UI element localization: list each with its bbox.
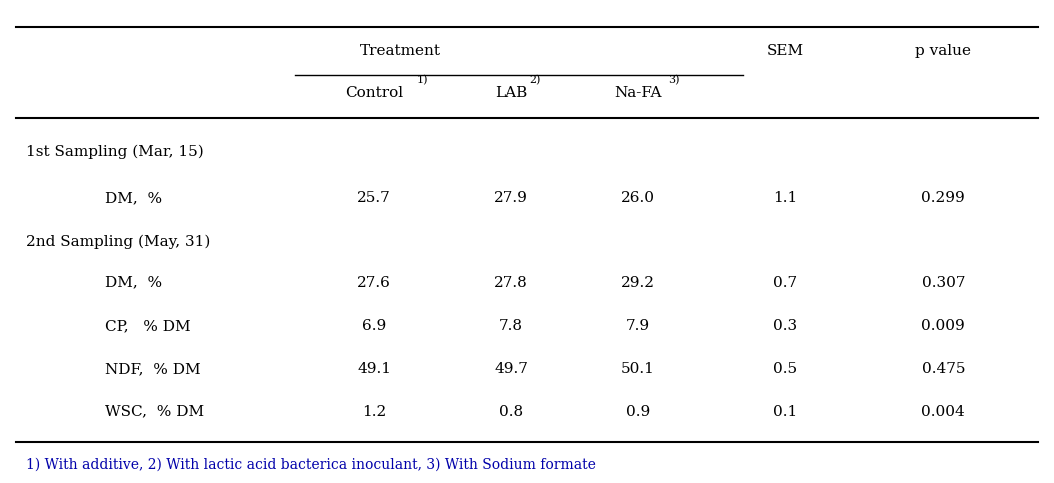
Text: 0.009: 0.009: [921, 319, 965, 333]
Text: 3): 3): [668, 75, 680, 85]
Text: 27.9: 27.9: [494, 191, 528, 205]
Text: 1) With additive, 2) With lactic acid bacterica inoculant, 3) With Sodium format: 1) With additive, 2) With lactic acid ba…: [26, 458, 597, 471]
Text: 7.9: 7.9: [626, 319, 649, 333]
Text: 7.8: 7.8: [500, 319, 523, 333]
Text: Na-FA: Na-FA: [613, 85, 662, 99]
Text: 0.8: 0.8: [500, 405, 523, 418]
Text: DM,  %: DM, %: [105, 276, 162, 289]
Text: 26.0: 26.0: [621, 191, 655, 205]
Text: NDF,  % DM: NDF, % DM: [105, 363, 201, 376]
Text: 0.307: 0.307: [921, 276, 965, 289]
Text: 0.1: 0.1: [773, 405, 798, 418]
Text: LAB: LAB: [495, 85, 527, 99]
Text: 49.7: 49.7: [494, 363, 528, 376]
Text: 6.9: 6.9: [362, 319, 387, 333]
Text: Treatment: Treatment: [360, 44, 441, 57]
Text: SEM: SEM: [766, 44, 804, 57]
Text: 0.004: 0.004: [921, 405, 965, 418]
Text: Control: Control: [345, 85, 404, 99]
Text: 0.475: 0.475: [921, 363, 965, 376]
Text: 27.6: 27.6: [357, 276, 391, 289]
Text: WSC,  % DM: WSC, % DM: [105, 405, 204, 418]
Text: 0.9: 0.9: [625, 405, 650, 418]
Text: 0.299: 0.299: [921, 191, 965, 205]
Text: 2): 2): [529, 75, 541, 85]
Text: 49.1: 49.1: [357, 363, 391, 376]
Text: 25.7: 25.7: [357, 191, 391, 205]
Text: 50.1: 50.1: [621, 363, 655, 376]
Text: 1): 1): [417, 75, 429, 85]
Text: 0.3: 0.3: [774, 319, 797, 333]
Text: 0.5: 0.5: [774, 363, 797, 376]
Text: DM,  %: DM, %: [105, 191, 162, 205]
Text: CP,   % DM: CP, % DM: [105, 319, 191, 333]
Text: 29.2: 29.2: [621, 276, 655, 289]
Text: p value: p value: [915, 44, 972, 57]
Text: 1.1: 1.1: [773, 191, 798, 205]
Text: 0.7: 0.7: [774, 276, 797, 289]
Text: 2nd Sampling (May, 31): 2nd Sampling (May, 31): [26, 234, 211, 249]
Text: 1.2: 1.2: [362, 405, 387, 418]
Text: 27.8: 27.8: [494, 276, 528, 289]
Text: 1st Sampling (Mar, 15): 1st Sampling (Mar, 15): [26, 145, 204, 159]
